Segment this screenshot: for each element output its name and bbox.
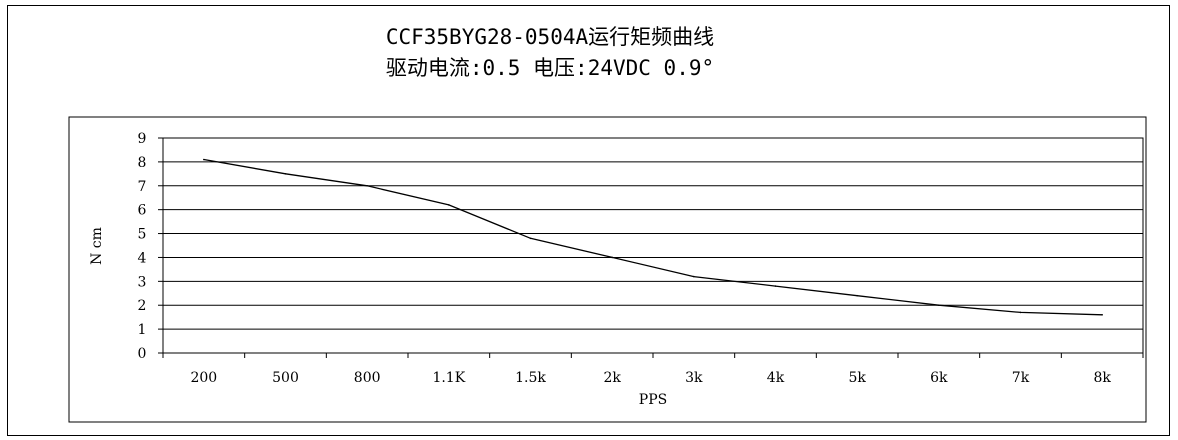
data-point-1.5k [529, 237, 532, 240]
y-axis: 0 1 2 3 4 5 6 7 8 9 [138, 131, 163, 362]
y-tick-label: 6 [138, 203, 147, 219]
data-point-200 [203, 158, 205, 161]
data-point-4k [774, 285, 777, 287]
data-point-6k [938, 304, 940, 307]
gridlines [163, 161, 1143, 330]
y-tick-label: 5 [138, 227, 147, 243]
x-tick-label: 800 [354, 370, 381, 386]
y-tick-label: 3 [138, 274, 147, 290]
chart-title: CCF35BYG28-0504A运行矩频曲线 [385, 25, 715, 49]
x-tick-label: 3k [685, 370, 703, 386]
y-tick-label: 7 [138, 179, 147, 195]
data-point-7k [1019, 311, 1022, 314]
x-tick-label: 1.1K [432, 370, 465, 386]
y-tick-label: 8 [138, 155, 147, 171]
x-axis: 200 500 800 1.1K 1.5k 2k 3k 4k 5k 6k 7k 8k [162, 353, 1144, 386]
y-tick-label: 9 [138, 131, 147, 147]
data-point-1.1K [448, 204, 450, 206]
x-tick-label: 4k [767, 370, 785, 386]
data-point-8k [1101, 313, 1103, 316]
x-tick-label: 6k [930, 370, 948, 386]
x-tick-label: 7k [1012, 370, 1030, 386]
chart-title-block: CCF35BYG28-0504A运行矩频曲线 驱动电流:0.5 电压:24VDC… [0, 22, 1100, 84]
x-tick-label: 5k [848, 370, 866, 386]
x-tick-label: 1.5k [515, 370, 546, 386]
data-point-3k [693, 275, 695, 278]
y-tick-label: 2 [138, 298, 147, 314]
y-tick-label: 0 [138, 346, 147, 362]
data-point-2k [611, 256, 613, 259]
x-tick-label: 500 [272, 370, 299, 386]
x-tick-label: 200 [190, 370, 217, 386]
y-tick-label: 1 [138, 322, 147, 338]
x-tick-label: 8k [1093, 370, 1111, 386]
data-point-500 [284, 173, 287, 175]
chart-frame [7, 5, 1170, 436]
chart-subtitle: 驱动电流:0.5 电压:24VDC 0.9° [385, 56, 715, 80]
data-point-800 [366, 184, 368, 187]
x-tick-label: 2k [603, 370, 621, 386]
data-point-5k [856, 294, 858, 297]
chart-area-border [68, 116, 1147, 423]
x-axis-label: PPS [639, 392, 667, 408]
torque-series-line [203, 158, 1103, 316]
y-tick-label: 4 [138, 250, 147, 266]
plot-area [162, 137, 1144, 354]
y-axis-label: N cm [89, 227, 105, 265]
